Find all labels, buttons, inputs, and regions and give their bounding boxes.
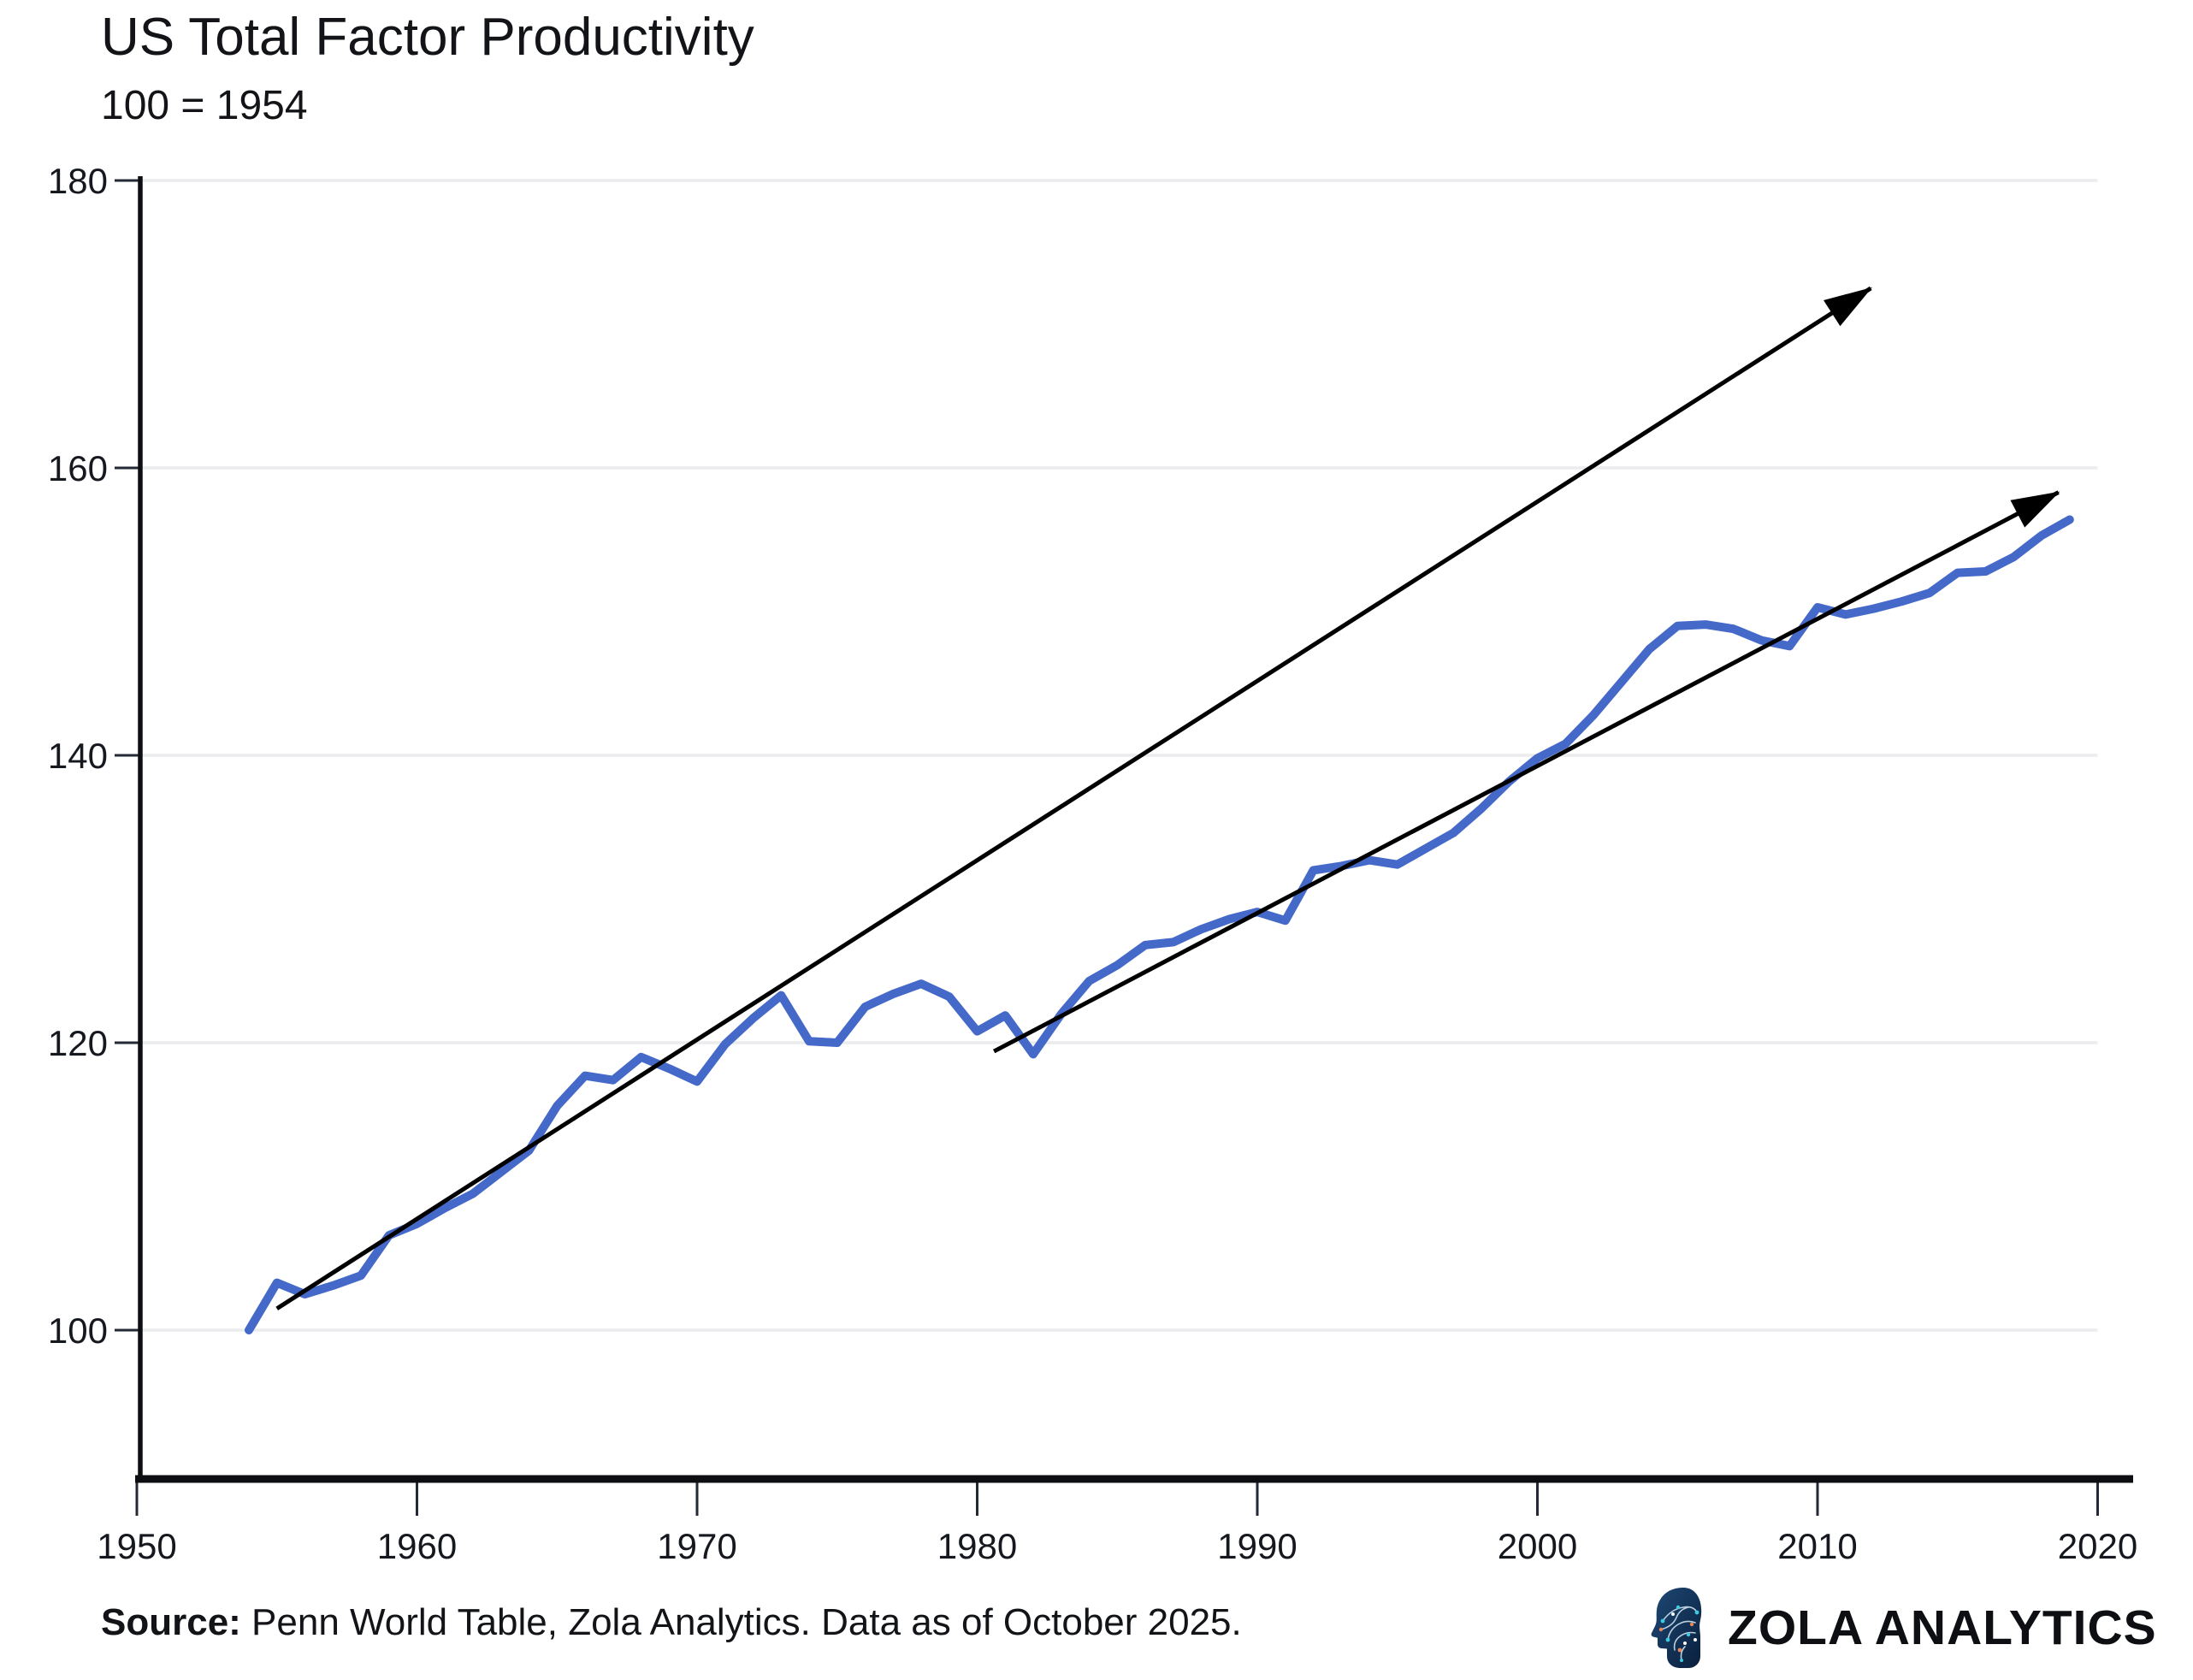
x-axis-tick-label: 1960 <box>377 1526 457 1566</box>
tfp-series-line <box>245 515 2074 1334</box>
x-axis-tick-label: 1990 <box>1217 1526 1297 1566</box>
grid-layer <box>142 179 2098 1332</box>
x-axis-tick-label: 1950 <box>97 1526 176 1566</box>
brand-name: ZOLA ANALYTICS <box>1728 1600 2157 1655</box>
y-axis-tick-label: 120 <box>48 1023 108 1063</box>
x-axis-tick-label: 2020 <box>2058 1526 2137 1566</box>
y-axis-tick-label: 140 <box>48 736 108 776</box>
trend-arrow-2 <box>992 490 2060 1054</box>
trend-arrow-1 <box>275 286 1872 1310</box>
source-line: Source: Penn World Table, Zola Analytics… <box>101 1601 1242 1644</box>
x-axis-tick-label: 1980 <box>937 1526 1017 1566</box>
x-axis-tick-label: 2000 <box>1498 1526 1577 1566</box>
axis-layer: 100 120 140 160 180 1950 1960 1970 1980 1990 2000 2… <box>48 161 2137 1566</box>
circuit-head-icon <box>1651 1588 1702 1668</box>
source-label: Source: <box>101 1601 241 1643</box>
zola-logo: ZOLA ANALYTICS <box>1651 1581 2157 1675</box>
x-axis-tick-label: 1970 <box>657 1526 736 1566</box>
y-axis-tick-label: 160 <box>48 448 108 488</box>
annotation-layer <box>275 286 2060 1310</box>
y-axis-tick-label: 100 <box>48 1310 108 1351</box>
y-axis-tick-label: 180 <box>48 161 108 201</box>
chart-title: US Total Factor Productivity <box>101 8 754 67</box>
series-layer <box>245 515 2074 1334</box>
chart-subtitle: 100 = 1954 <box>101 83 308 128</box>
x-axis-tick-label: 2010 <box>1777 1526 1857 1566</box>
source-text: Penn World Table, Zola Analytics. Data a… <box>240 1601 1242 1643</box>
